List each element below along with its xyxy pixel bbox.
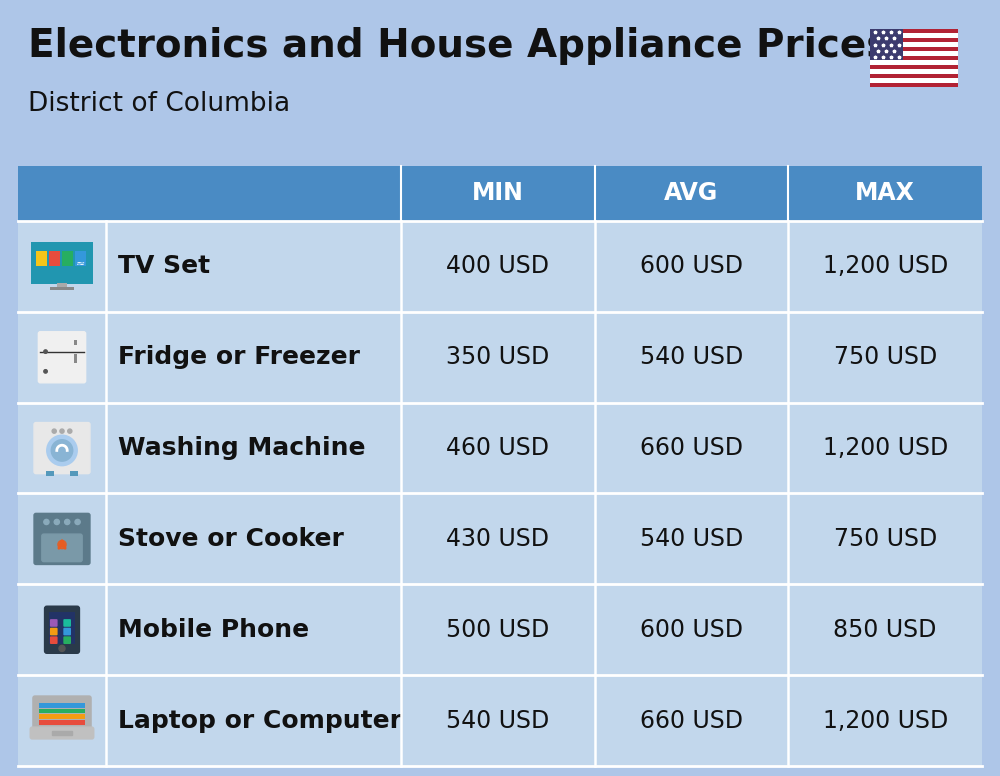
Text: 400 USD: 400 USD [446,255,549,279]
Bar [36,251,47,265]
Text: 750 USD: 750 USD [834,527,937,551]
Bar [39,714,85,719]
Circle shape [47,436,77,465]
Bar [57,283,67,289]
FancyBboxPatch shape [30,727,94,739]
Bar [870,82,958,87]
Bar [870,69,958,74]
Bar [18,312,982,403]
Circle shape [51,439,73,462]
Bar [870,61,958,64]
FancyBboxPatch shape [42,534,82,562]
Bar [74,340,77,345]
Text: 350 USD: 350 USD [446,345,549,369]
Bar [870,64,958,69]
FancyBboxPatch shape [63,619,71,627]
Circle shape [44,369,47,373]
Bar [870,74,958,78]
Text: MIN: MIN [472,182,524,206]
Bar [18,675,982,766]
Bar [62,251,73,265]
Bar [31,242,93,284]
Bar [18,221,982,312]
Text: 850 USD: 850 USD [833,618,937,642]
Bar [18,166,982,221]
Text: 1,200 USD: 1,200 USD [823,708,948,733]
Text: AVG: AVG [664,182,719,206]
Bar [870,51,958,56]
Text: 750 USD: 750 USD [834,345,937,369]
Text: 600 USD: 600 USD [640,255,743,279]
Circle shape [52,429,56,433]
FancyBboxPatch shape [38,331,86,383]
Text: MAX: MAX [855,182,915,206]
Bar [870,78,958,82]
Text: 660 USD: 660 USD [640,436,743,460]
Bar [74,355,77,363]
Bar [870,56,958,61]
Text: 430 USD: 430 USD [446,527,549,551]
Text: Mobile Phone: Mobile Phone [118,618,309,642]
Bar [870,47,958,51]
FancyBboxPatch shape [50,619,58,627]
Circle shape [75,519,80,525]
Bar [870,43,958,47]
Text: 460 USD: 460 USD [446,436,549,460]
FancyBboxPatch shape [63,628,71,636]
Bar [46,471,54,476]
Circle shape [44,350,47,353]
Bar [39,720,85,725]
Bar [49,612,75,644]
Text: District of Columbia: District of Columbia [28,91,290,117]
Text: 540 USD: 540 USD [640,345,743,369]
Bar [49,251,60,265]
Text: 1,200 USD: 1,200 USD [823,436,948,460]
Text: 600 USD: 600 USD [640,618,743,642]
Bar [870,29,903,61]
FancyBboxPatch shape [33,696,91,729]
Text: 540 USD: 540 USD [640,527,743,551]
FancyBboxPatch shape [34,514,90,564]
Text: Laptop or Computer: Laptop or Computer [118,708,402,733]
Circle shape [60,429,64,433]
Bar [39,708,85,713]
Bar [70,471,78,476]
Text: Fridge or Freezer: Fridge or Freezer [118,345,360,369]
Circle shape [68,429,72,433]
Circle shape [44,519,49,525]
Text: 540 USD: 540 USD [446,708,549,733]
Bar [39,703,85,708]
Bar [18,494,982,584]
FancyBboxPatch shape [34,423,90,473]
Bar [52,731,72,735]
Circle shape [54,519,59,525]
Bar [870,33,958,38]
Bar [18,403,982,494]
Text: ≈: ≈ [76,259,85,269]
Text: Electronics and House Appliance Prices: Electronics and House Appliance Prices [28,27,889,65]
Bar [50,287,74,289]
Bar [75,251,86,265]
Text: 660 USD: 660 USD [640,708,743,733]
Circle shape [65,519,70,525]
Circle shape [59,646,65,652]
Circle shape [58,540,66,549]
FancyBboxPatch shape [44,605,80,654]
Text: 1,200 USD: 1,200 USD [823,255,948,279]
Text: Washing Machine: Washing Machine [118,436,366,460]
FancyBboxPatch shape [50,628,58,636]
Bar [870,38,958,43]
FancyBboxPatch shape [63,636,71,644]
Text: Stove or Cooker: Stove or Cooker [118,527,344,551]
Text: TV Set: TV Set [118,255,210,279]
FancyBboxPatch shape [50,636,58,644]
Bar [870,29,958,33]
Bar [18,584,982,675]
Text: 500 USD: 500 USD [446,618,549,642]
